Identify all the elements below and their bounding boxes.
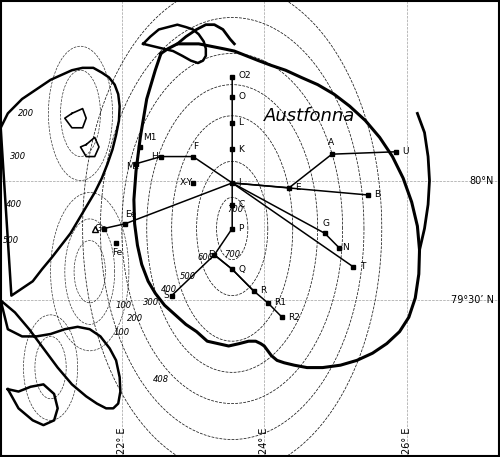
Text: 700: 700 [224,250,240,260]
Text: J: J [238,178,241,187]
Text: G: G [322,219,330,228]
Text: Ge: Ge [94,224,108,233]
Text: B: B [374,191,380,199]
Text: 300: 300 [143,298,159,308]
Text: 400: 400 [6,200,22,209]
Text: O2: O2 [238,70,251,80]
Text: A: A [328,138,334,147]
Text: 200: 200 [18,109,34,118]
Text: P: P [238,224,244,233]
Text: 408: 408 [153,375,169,384]
Text: T: T [360,262,365,271]
Text: 400: 400 [161,285,178,294]
Text: 100: 100 [115,301,132,310]
Text: 24° E: 24° E [259,428,269,454]
Text: 700: 700 [228,205,244,214]
Text: 500: 500 [180,272,196,281]
Text: F: F [193,143,198,151]
Text: 22° E: 22° E [117,427,127,454]
Text: H: H [151,152,158,161]
Text: M1: M1 [143,133,156,142]
Text: 200: 200 [127,314,144,323]
Text: 26° E: 26° E [402,428,411,454]
Text: 600: 600 [198,253,214,261]
Text: L: L [238,118,244,128]
Text: 79°30’ N: 79°30’ N [450,295,494,305]
Text: R2: R2 [288,313,300,322]
Text: R1: R1 [274,298,286,308]
Text: O: O [238,92,246,101]
Text: D: D [208,250,215,260]
Text: 300: 300 [10,152,26,161]
Text: U: U [402,147,409,156]
Text: M2: M2 [126,162,140,170]
Text: 80°N: 80°N [469,175,494,186]
Text: Ee: Ee [126,210,136,218]
Text: Q: Q [238,265,246,274]
Text: Fe: Fe [112,248,123,257]
Text: C: C [238,200,245,209]
Text: Austfonna: Austfonna [264,107,356,125]
Text: X-Y: X-Y [180,178,192,187]
Text: S: S [163,291,169,300]
Text: R: R [260,287,266,295]
Text: 100: 100 [114,328,130,337]
Text: K: K [238,145,244,154]
Text: 500: 500 [4,236,20,245]
Text: E: E [296,183,301,192]
Text: N: N [342,243,349,252]
